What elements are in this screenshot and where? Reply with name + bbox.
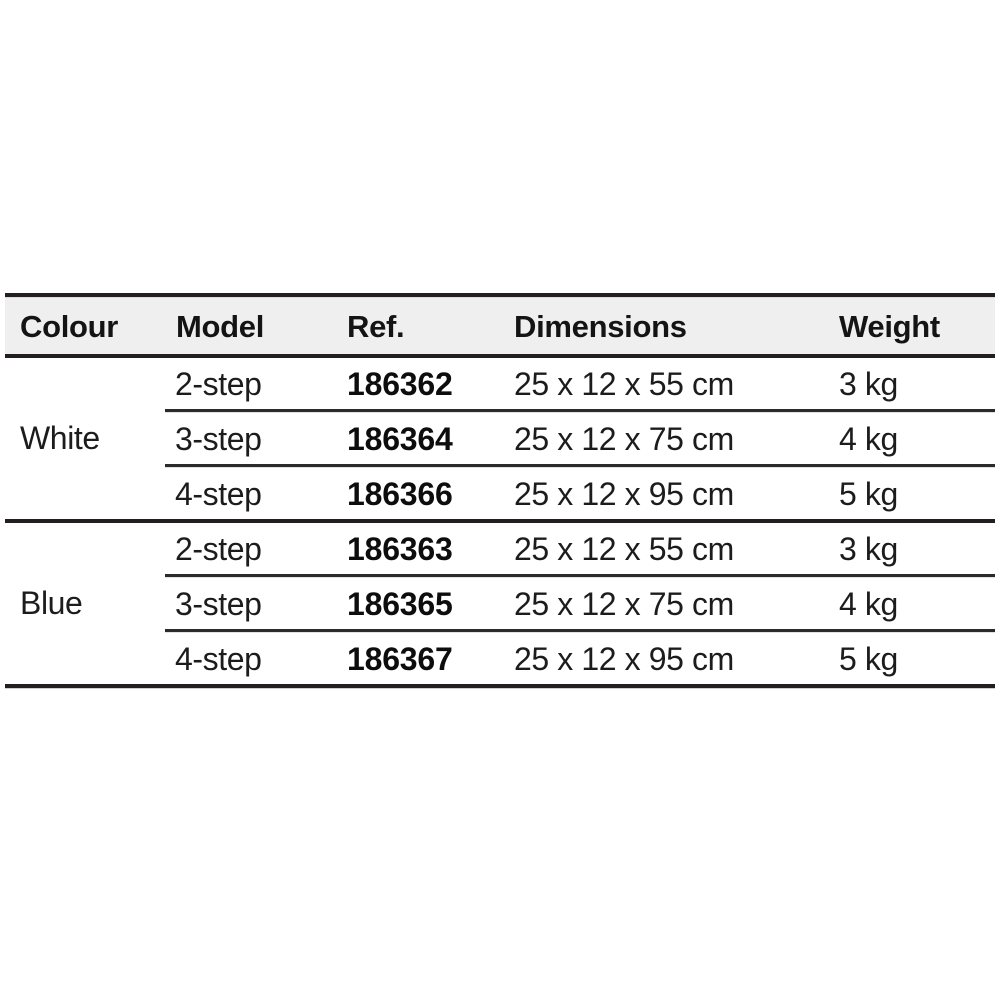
cell-model: 4-step xyxy=(175,640,262,677)
cell-dimensions: 25 x 12 x 95 cm xyxy=(514,475,734,512)
cell-ref: 186364 xyxy=(347,420,453,457)
cell-model: 3-step xyxy=(175,420,262,457)
column-header-colour: Colour xyxy=(20,308,119,344)
cell-model: 4-step xyxy=(175,475,262,512)
table-row: 3-step 186365 25 x 12 x 75 cm 4 kg xyxy=(165,578,995,629)
cell-ref: 186366 xyxy=(347,475,453,512)
section-colour-label: White xyxy=(20,420,100,456)
column-header-weight: Weight xyxy=(839,308,940,344)
row-separator xyxy=(165,409,995,413)
table-row: 3-step 186364 25 x 12 x 75 cm 4 kg xyxy=(165,413,995,464)
column-header-model: Model xyxy=(176,308,265,344)
cell-weight: 5 kg xyxy=(839,475,898,512)
table-top-rule xyxy=(5,293,995,298)
cell-model: 2-step xyxy=(175,530,262,567)
cell-weight: 3 kg xyxy=(839,365,898,402)
section-colour-label: Blue xyxy=(20,585,83,621)
cell-dimensions: 25 x 12 x 75 cm xyxy=(514,420,734,457)
product-spec-table: Colour Model Ref. Dimensions Weight Whit… xyxy=(5,293,995,689)
cell-weight: 4 kg xyxy=(839,420,898,457)
cell-weight: 4 kg xyxy=(839,585,898,622)
cell-dimensions: 25 x 12 x 55 cm xyxy=(514,530,734,567)
cell-ref: 186365 xyxy=(347,585,453,622)
cell-dimensions: 25 x 12 x 95 cm xyxy=(514,640,734,677)
cell-model: 3-step xyxy=(175,585,262,622)
table-row: 2-step 186363 25 x 12 x 55 cm 3 kg xyxy=(165,523,995,574)
table-header-row: Colour Model Ref. Dimensions Weight xyxy=(5,298,995,354)
table-section-blue: Blue 2-step 186363 25 x 12 x 55 cm 3 kg … xyxy=(5,523,995,684)
row-separator xyxy=(165,574,995,578)
cell-dimensions: 25 x 12 x 75 cm xyxy=(514,585,734,622)
cell-model: 2-step xyxy=(175,365,262,402)
cell-dimensions: 25 x 12 x 55 cm xyxy=(514,365,734,402)
row-separator xyxy=(165,629,995,633)
table-row: 4-step 186367 25 x 12 x 95 cm 5 kg xyxy=(165,633,995,684)
table-section-white: White 2-step 186362 25 x 12 x 55 cm 3 kg… xyxy=(5,358,995,519)
cell-weight: 3 kg xyxy=(839,530,898,567)
table-bottom-rule xyxy=(5,684,995,689)
section-divider-rule xyxy=(5,519,995,523)
table-row: 4-step 186366 25 x 12 x 95 cm 5 kg xyxy=(165,468,995,519)
cell-ref: 186363 xyxy=(347,530,453,567)
header-bottom-rule xyxy=(5,354,995,358)
cell-weight: 5 kg xyxy=(839,640,898,677)
column-header-ref: Ref. xyxy=(347,308,405,344)
row-separator xyxy=(165,464,995,468)
cell-ref: 186362 xyxy=(347,365,453,402)
table-row: 2-step 186362 25 x 12 x 55 cm 3 kg xyxy=(165,358,995,409)
column-header-dimensions: Dimensions xyxy=(514,308,687,344)
cell-ref: 186367 xyxy=(347,640,453,677)
